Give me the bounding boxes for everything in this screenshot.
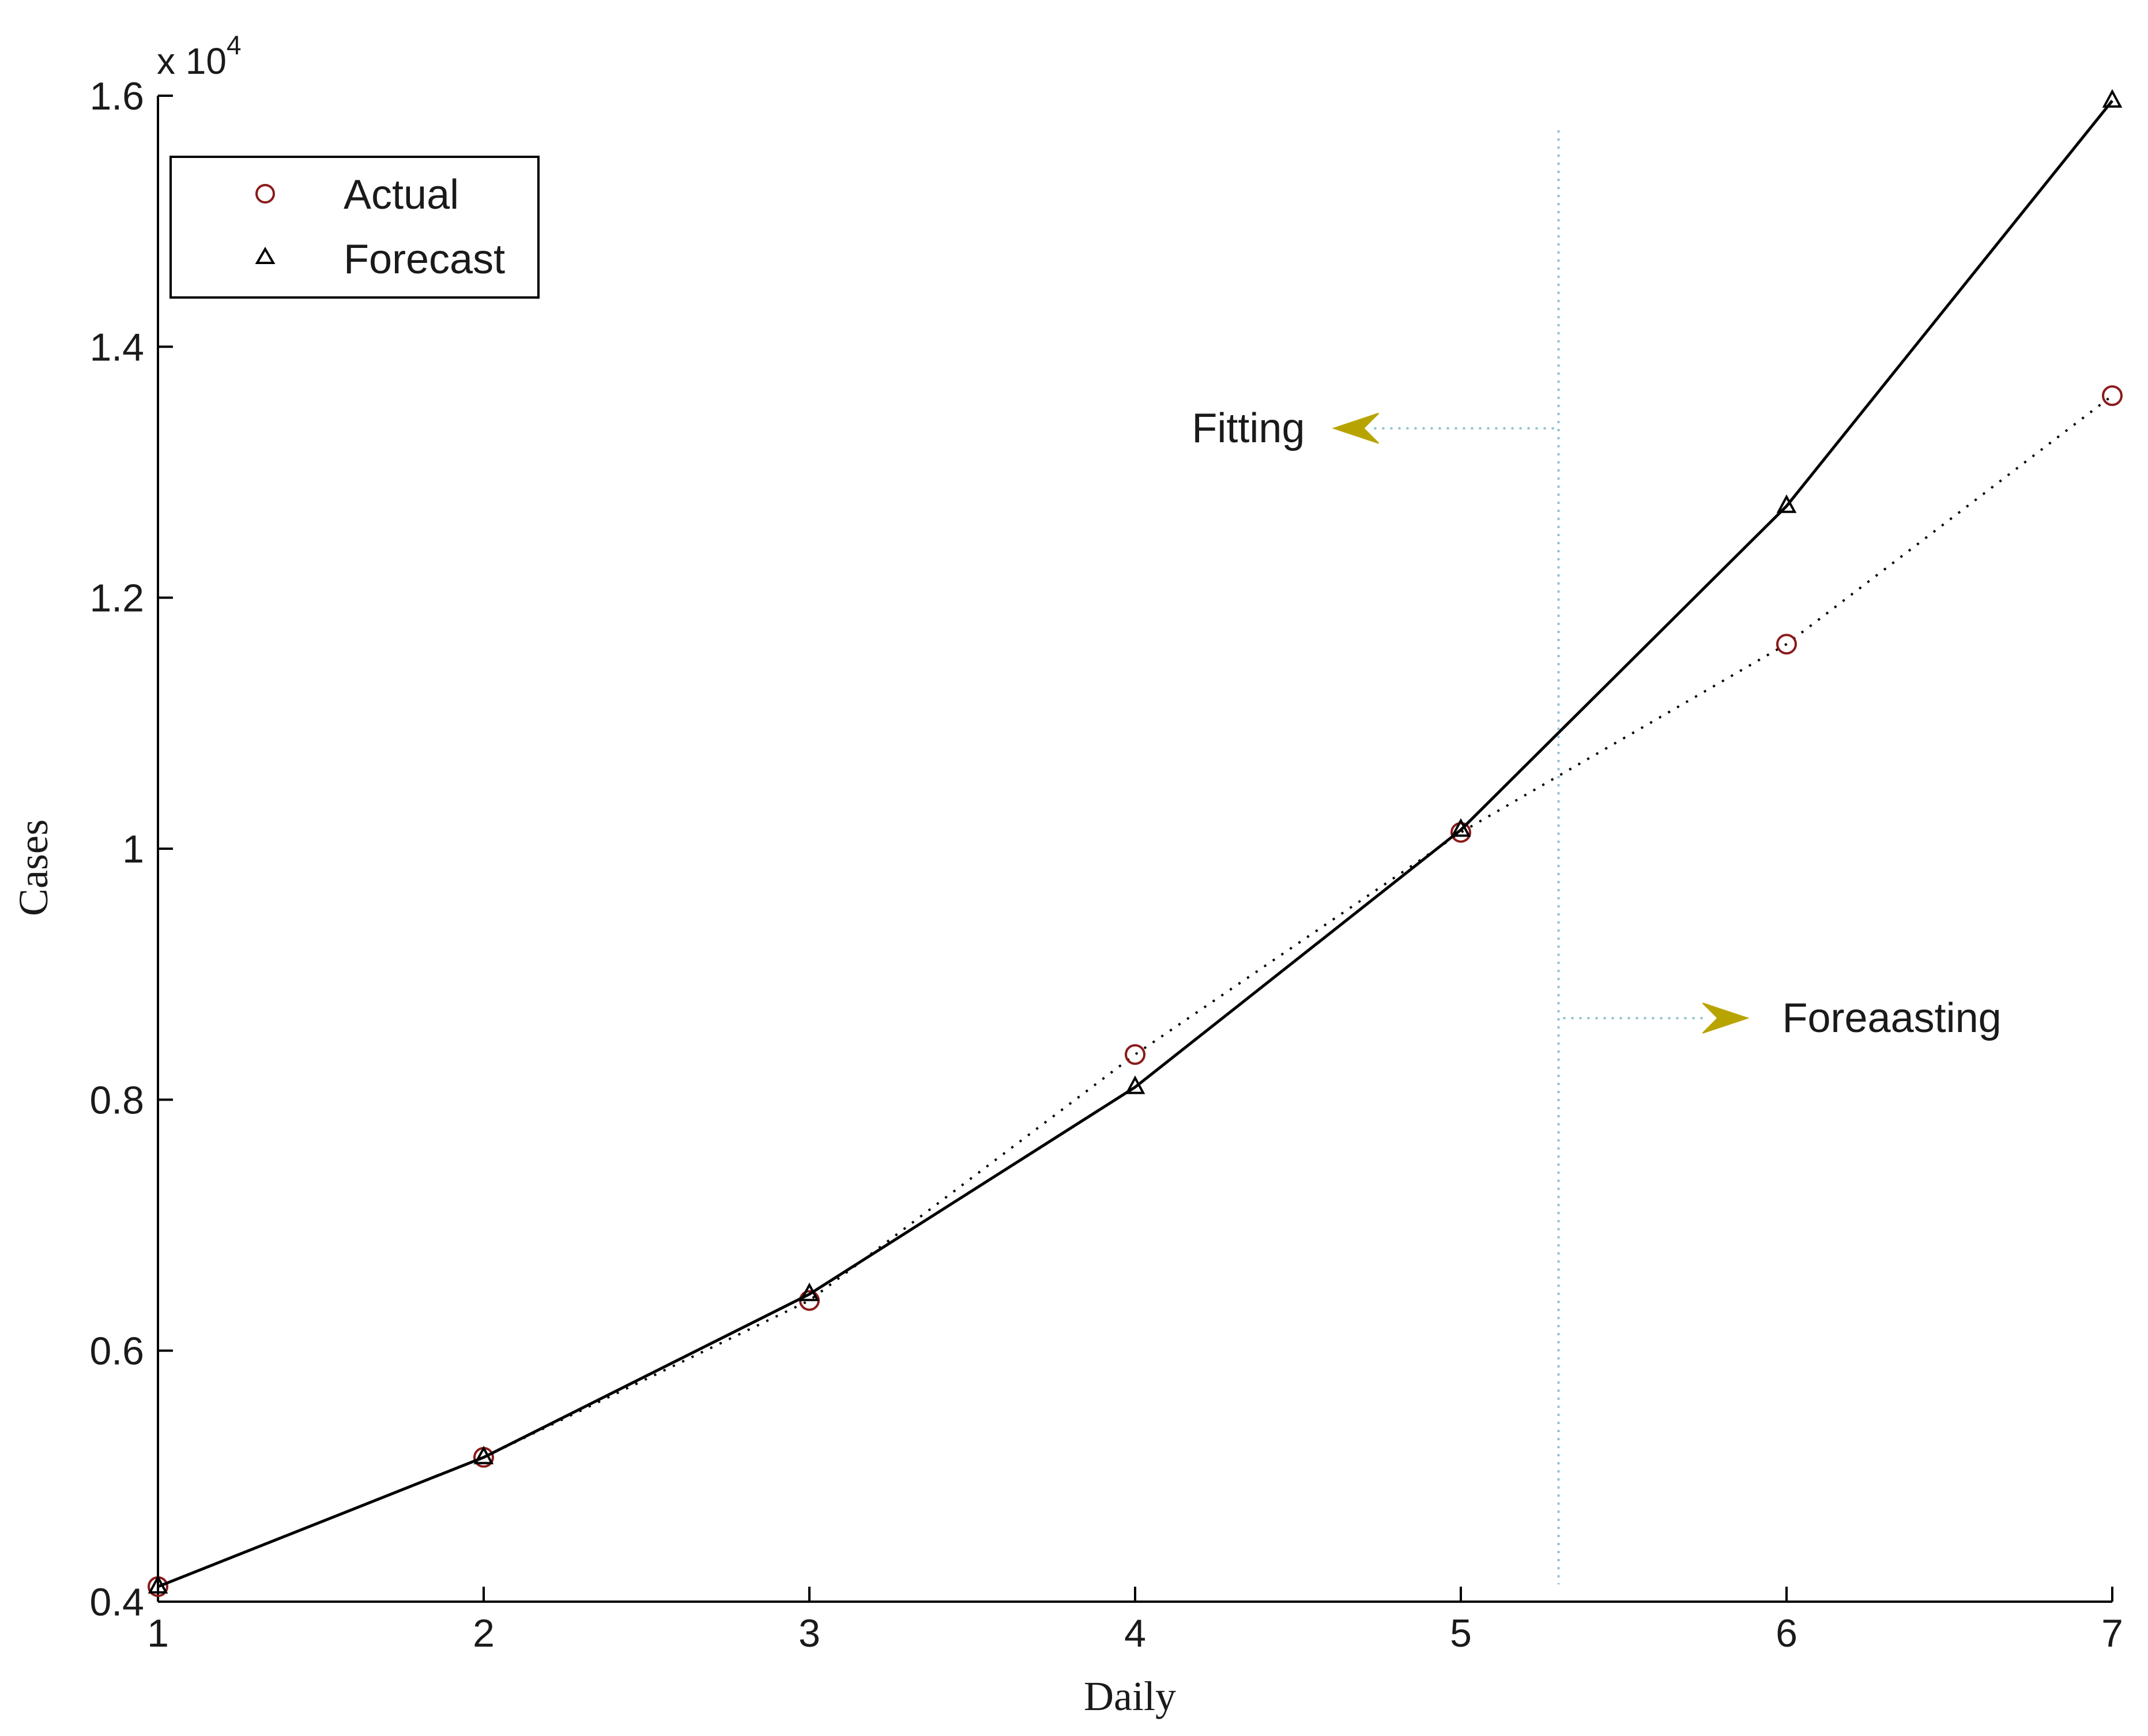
x-tick-label: 5 <box>1450 1611 1472 1655</box>
legend-marker-actual <box>255 184 275 204</box>
y-tick-label: 1.4 <box>89 325 144 369</box>
x-axis-title: Daily <box>1084 1673 1176 1719</box>
legend-marker-forecast <box>255 247 276 264</box>
series-line-forecast <box>157 100 2113 1588</box>
legend-label-actual: Actual <box>344 172 459 218</box>
y-multiplier: x 104 <box>157 30 242 82</box>
series-line-actual <box>157 394 2113 1588</box>
x-tick-label: 3 <box>798 1611 820 1655</box>
x-tick-label: 4 <box>1124 1611 1146 1655</box>
data-point-forecast <box>799 1282 820 1301</box>
data-point-actual <box>1776 634 1797 655</box>
y-tick-label: 0.6 <box>89 1330 144 1373</box>
data-point-forecast <box>473 1445 494 1464</box>
legend-box <box>169 156 540 299</box>
forecasting-arrow-head <box>1702 1002 1750 1034</box>
y-tick-label: 1.6 <box>89 74 144 118</box>
x-tick-label: 6 <box>1776 1611 1797 1655</box>
fitting-label: Fitting <box>1192 405 1305 451</box>
data-point-forecast <box>148 1575 168 1594</box>
data-point-actual <box>2102 385 2123 406</box>
x-tick-label: 7 <box>2101 1611 2123 1655</box>
data-point-forecast <box>1776 494 1797 513</box>
y-tick-label: 1.2 <box>89 577 144 620</box>
fitting-arrow-head <box>1332 412 1380 444</box>
axes: 1 2 3 4 5 6 7 0.4 0.6 0.8 1 1.2 1.4 1.6 <box>89 74 2123 1655</box>
y-axis-title: Cases <box>10 819 56 916</box>
data-point-forecast <box>1125 1075 1145 1094</box>
data-point-actual <box>1125 1044 1145 1065</box>
data-point-forecast <box>2102 89 2123 108</box>
y-tick-label: 0.8 <box>89 1078 144 1122</box>
data-point-actual <box>1450 822 1471 843</box>
data-point-forecast <box>1450 818 1471 837</box>
forecasting-label: Foreaasting <box>1783 995 2002 1041</box>
y-tick-label: 1 <box>122 827 144 871</box>
legend: Actual Forecast <box>169 156 540 299</box>
annotation-layer: Fitting Foreaasting <box>1192 405 2001 1041</box>
x-tick-label: 1 <box>147 1611 169 1655</box>
legend-label-forecast: Forecast <box>344 236 505 283</box>
x-tick-label: 2 <box>473 1611 495 1655</box>
series-layer <box>148 89 2123 1597</box>
y-tick-label: 0.4 <box>89 1580 144 1624</box>
